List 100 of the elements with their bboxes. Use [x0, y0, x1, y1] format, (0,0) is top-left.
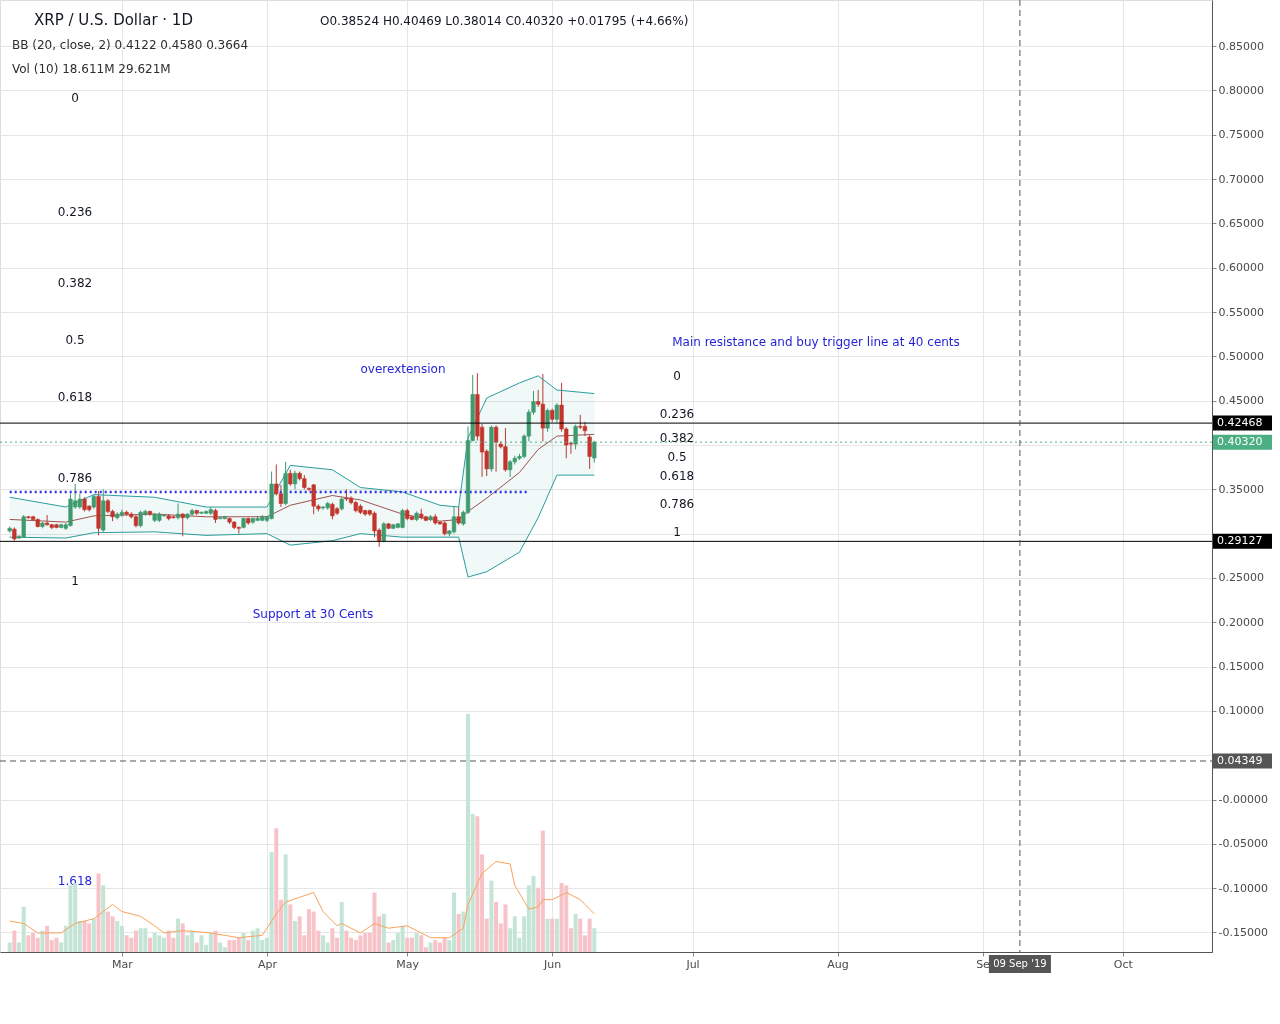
x-tick-label: Apr	[257, 957, 278, 971]
annotation: 1.618	[57, 874, 93, 888]
bar	[381, 913, 386, 952]
bar	[180, 923, 185, 952]
bar	[176, 918, 181, 952]
bar	[550, 918, 555, 952]
bar	[12, 930, 17, 952]
bar	[194, 942, 199, 952]
bar	[358, 935, 363, 952]
bar	[133, 930, 138, 952]
y-tick-label: 0.10000	[1218, 704, 1264, 718]
bar	[578, 918, 583, 952]
annotation: 0	[673, 369, 681, 383]
bar	[428, 942, 433, 952]
y-tick-label: -0.05000	[1218, 837, 1268, 851]
annotation: 0	[71, 91, 79, 105]
bar	[419, 935, 424, 952]
candlestick	[175, 502, 181, 520]
bar	[592, 928, 597, 952]
bar	[124, 935, 129, 952]
bar	[227, 940, 232, 952]
x-tick-label: May	[396, 957, 420, 971]
annotation: Support at 30 Cents	[252, 607, 374, 621]
bar	[45, 925, 50, 952]
bar	[433, 940, 438, 952]
y-tick-label: -0.10000	[1218, 881, 1268, 895]
y-tick-label: -0.15000	[1218, 926, 1268, 939]
bar	[330, 928, 335, 952]
y-tick-label: 0.80000	[1218, 83, 1264, 97]
annotation: 1	[71, 574, 79, 588]
candlestick	[180, 512, 185, 537]
bar	[68, 885, 73, 952]
bar	[386, 942, 391, 952]
bar	[372, 892, 377, 952]
y-tick-label: -0.00000	[1218, 793, 1268, 807]
annotation: overextension	[360, 362, 446, 376]
bar	[255, 928, 260, 952]
bar	[297, 916, 302, 952]
bar	[199, 935, 204, 952]
annotation: 0.236	[57, 205, 93, 219]
line-series	[9, 375, 595, 508]
x-tick-label: Se	[976, 957, 991, 971]
annotation: BB (20, close, 2) 0.4122 0.4580 0.3664	[12, 38, 249, 52]
annotation: 0.5	[65, 333, 85, 347]
bar	[344, 930, 349, 952]
y-tick-label: 0.25000	[1218, 571, 1264, 585]
y-tick-label: 0.55000	[1218, 305, 1264, 319]
ref-line-label: 09 Sep '19	[993, 958, 1047, 969]
annotation: 1	[673, 525, 681, 539]
bar	[82, 921, 87, 952]
annotation: 0.786	[57, 471, 93, 485]
y-tick-label: 0.75000	[1218, 128, 1264, 142]
bar	[292, 921, 297, 952]
candlestick	[493, 424, 499, 473]
bar	[166, 930, 171, 952]
x-tick-label: Mar	[112, 957, 134, 971]
bar	[110, 916, 115, 952]
bar	[115, 921, 120, 952]
bar	[26, 935, 31, 952]
bar	[208, 932, 213, 952]
x-tick-label: Aug	[827, 957, 849, 971]
bar	[147, 937, 152, 952]
bar	[54, 937, 59, 952]
bar	[185, 935, 190, 952]
ref-line-label: 0.29127	[1217, 534, 1263, 548]
bar	[442, 937, 447, 952]
bar	[21, 906, 26, 952]
annotation: Main resistance and buy trigger line at 40 cents	[672, 335, 960, 349]
annotation: 0.5	[667, 450, 687, 464]
candlestick	[554, 402, 559, 424]
x-tick-label: Jul	[685, 957, 700, 971]
text: XRP / U.S. Dollar · 1D	[34, 11, 193, 29]
bar	[573, 913, 578, 952]
line-series	[9, 474, 595, 578]
bar	[489, 880, 494, 952]
annotation: 0.236	[659, 407, 695, 421]
bar	[559, 882, 564, 952]
bar	[545, 918, 550, 952]
y-tick-label: 0.60000	[1218, 261, 1264, 275]
bar	[269, 852, 274, 952]
bar	[241, 932, 246, 952]
y-tick-label: 0.45000	[1218, 394, 1264, 408]
bar	[494, 902, 499, 952]
bar	[283, 854, 288, 952]
ref-line-label: 0.40320	[1217, 435, 1263, 449]
bar	[101, 885, 106, 952]
candlestick	[44, 514, 50, 527]
candlestick	[573, 424, 578, 450]
candlestick	[508, 459, 513, 478]
bar	[456, 913, 461, 952]
bar	[400, 925, 405, 952]
bar	[138, 928, 143, 952]
annotation: 0.382	[659, 431, 695, 445]
y-tick-label: 0.50000	[1218, 349, 1264, 363]
bar	[87, 923, 92, 952]
bar	[321, 935, 326, 952]
bar	[274, 828, 279, 952]
bar	[7, 942, 12, 952]
y-tick-label: 0.70000	[1218, 172, 1264, 186]
bar	[587, 918, 592, 952]
